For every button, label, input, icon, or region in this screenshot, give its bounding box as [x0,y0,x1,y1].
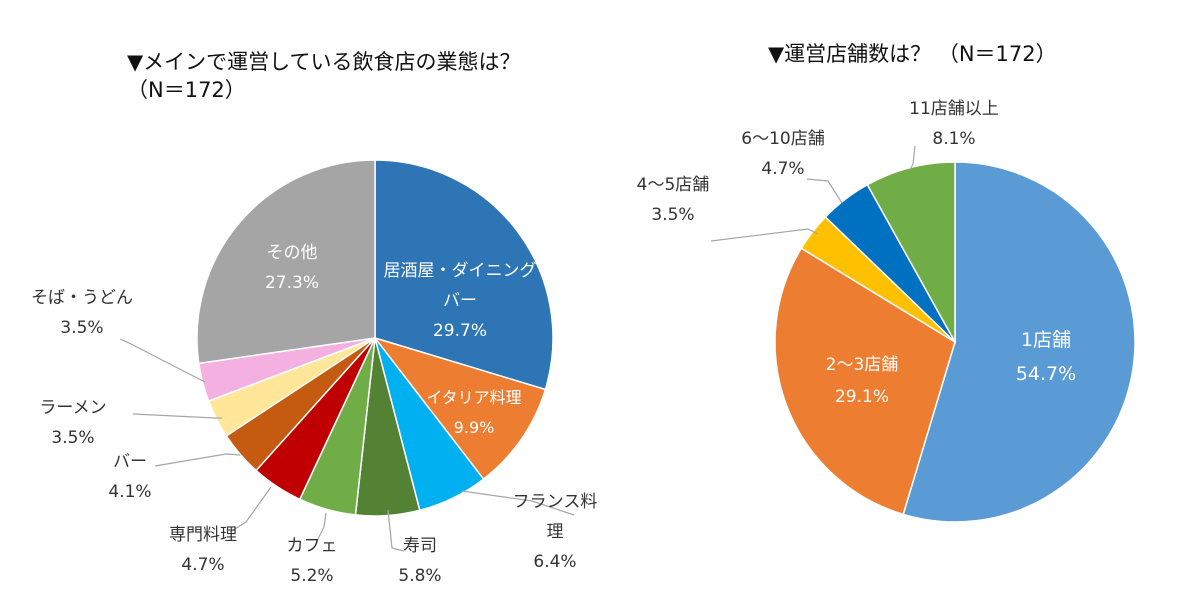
leader-line [229,486,272,533]
slice-label: そば・うどん 3.5% [31,288,133,338]
slice-category-label: バー [113,452,147,472]
slice-category-label: ラーメン [39,398,106,418]
slice-value-label: 8.1% [932,129,975,149]
slice-label: 11店舗以上 8.1% [909,99,999,149]
right-pie-chart: 1店舗 54.7% 2～3店舗 29.1% 4～5店舗 3.5% 6～10店舗 4.7% 11店… [637,99,1136,523]
leader-line [387,509,405,552]
right-chart-title: ▼運営店舗数は？ （N＝172） [768,42,1057,66]
left-pie-chart: 居酒屋・ダイニングバー 29.7%イタリア料理 9.9%フランス料理 6.4%寿司 5.… [31,159,598,586]
slice-value-label: 4.7% [761,159,804,179]
slice-value-label: 27.3% [265,273,319,293]
slice-label: 専門料理 4.7% [169,525,237,575]
pie-slice [866,161,956,345]
pie-slice [902,161,1136,523]
slice-label: 1店舗 54.7% [1016,329,1076,385]
slice-value-label: 3.5% [51,428,94,448]
slice-value-label: 54.7% [1016,363,1076,385]
slice-label: カフェ 5.2% [287,536,338,586]
slice-label: イタリア料理 9.9% [426,388,521,437]
leader-line [315,512,327,544]
slice-category-label: 寿司 [403,536,437,556]
slice-category-label: 11店舗以上 [909,99,999,119]
slice-label: その他 27.3% [265,243,319,293]
slice-category-label: 1店舗 [1021,329,1071,351]
slice-value-label: 29.7% [433,321,487,341]
slice-label: 6～10店舗 4.7% [741,129,824,179]
slice-label: フランス料理 6.4% [513,492,598,572]
slice-value-label: 29.1% [835,387,889,407]
slice-value-label: 3.5% [651,205,694,225]
leader-line [132,413,222,419]
slice-category-label: バー [443,291,477,311]
slice-label: ラーメン 3.5% [39,398,106,448]
slice-value-label: 4.7% [181,555,224,575]
slice-category-label: イタリア料理 [426,388,521,407]
slice-category-label: フランス料 [513,492,598,512]
slice-category-label: 専門料理 [169,525,237,545]
leader-line [154,453,241,467]
pie-slice [372,336,547,481]
slice-category-label: 理 [547,522,564,542]
slice-category-label: 6～10店舗 [741,129,824,149]
slice-label: 4～5店舗 3.5% [637,175,710,225]
slice-category-label: 居酒屋・ダイニング [384,261,537,281]
slice-label: 2～3店舗 29.1% [826,355,899,407]
slice-label: バー 4.1% [108,452,151,502]
slice-category-label: その他 [267,243,318,263]
slice-value-label: 5.2% [290,566,333,586]
leader-line [710,228,819,242]
leader-line [461,490,575,516]
pie-slice [196,159,376,365]
slice-label: 居酒屋・ダイニングバー 29.7% [384,261,537,341]
slice-value-label: 6.4% [533,552,576,572]
slice-category-label: そば・うどん [31,288,133,308]
slice-label: 寿司 5.8% [398,536,441,586]
left-chart-title: ▼メインで運営している飲食店の業態は？ [127,50,521,74]
slice-category-label: カフェ [287,536,338,556]
leader-line [909,145,916,171]
slice-value-label: 4.1% [108,482,151,502]
slice-category-label: 4～5店舗 [637,175,710,195]
slice-value-label: 5.8% [398,566,441,586]
slice-value-label: 3.5% [60,318,103,338]
slice-value-label: 9.9% [454,418,495,437]
leader-line [806,178,843,204]
pie-slice [374,159,554,391]
left-chart-title-n: （N＝172） [127,78,246,102]
slice-category-label: 2～3店舗 [826,355,899,375]
leader-line [119,338,206,383]
